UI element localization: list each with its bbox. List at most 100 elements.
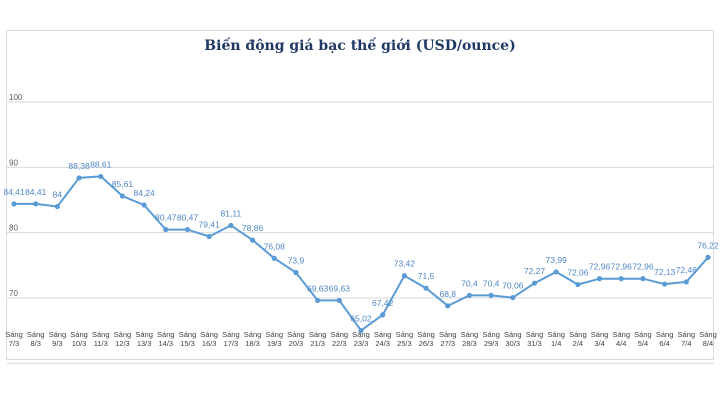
x-tick-label: Sáng [157,330,175,339]
data-label: 67,42 [372,298,394,308]
data-point [705,254,711,260]
x-tick-label: Sáng [699,330,717,339]
x-tick-label: 20/3 [289,339,304,348]
x-tick-label: Sáng [612,330,630,339]
data-label: 68,8 [439,289,456,299]
data-label: 72,46 [676,265,698,275]
y-tick-label: 70 [9,289,18,298]
data-point [271,255,277,261]
data-label: 72,27 [524,266,546,276]
x-tick-label: Sáng [656,330,674,339]
data-label: 84,41 [3,187,25,197]
x-tick-label: Sáng [374,330,392,339]
data-label: 84 [53,190,63,200]
x-tick-label: Sáng [526,330,544,339]
x-tick-label: 25/3 [397,339,412,348]
data-point [531,280,538,286]
x-tick-label: Sáng [352,330,370,339]
data-label: 85,61 [112,179,134,189]
data-point [380,312,386,318]
x-tick-label: Sáng [634,330,652,339]
data-label: 80,47 [177,213,199,223]
x-tick-label: 10/3 [72,339,87,348]
x-tick-label: 23/3 [354,339,369,348]
data-point [163,226,169,233]
data-point [119,193,126,199]
data-label: 80,47 [155,213,177,223]
x-tick-label: 31/3 [527,339,542,348]
data-point [445,303,451,309]
data-label: 72,06 [567,268,589,278]
data-point [98,173,104,180]
x-tick-label: 15/3 [180,339,195,348]
x-tick-label: 8/3 [30,339,40,348]
data-label: 70,4 [461,278,478,288]
x-tick-label: Sáng [49,330,67,339]
x-tick-label: 16/3 [202,339,217,348]
data-point [54,203,60,210]
x-tick-label: 3/4 [594,339,604,348]
data-point [336,297,342,304]
data-label: 73,99 [546,255,568,265]
data-label: 65,02 [350,314,372,324]
x-tick-label: Sáng [70,330,88,339]
data-point [293,269,299,276]
data-label: 72,96 [589,262,611,272]
x-tick-label: Sáng [396,330,414,339]
x-tick-label: Sáng [287,330,305,339]
data-point [553,269,559,275]
x-tick-label: 7/3 [9,339,19,348]
x-tick-label: 30/3 [506,339,521,348]
data-label: 73,9 [288,256,305,266]
x-tick-label: Sáng [244,330,262,339]
data-label: 81,11 [221,208,242,218]
x-tick-label: Sáng [547,330,565,339]
data-point [596,276,603,282]
data-point [33,201,39,207]
x-tick-label: Sáng [92,330,110,339]
data-point [510,295,516,301]
x-tick-label: Sáng [331,330,349,339]
data-point [76,175,82,181]
data-label: 84,24 [133,188,155,198]
data-label: 84,41 [25,187,47,197]
x-tick-label: 29/3 [484,339,499,348]
data-label: 71,5 [418,271,435,281]
chart-title: Biến động giá bạc thế giới (USD/ounce) [204,38,516,54]
x-tick-label: Sáng [439,330,457,339]
x-tick-label: 13/3 [137,339,152,348]
data-label: 72,96 [611,262,633,272]
x-tick-label: 5/4 [638,339,648,348]
x-tick-label: Sáng [179,330,197,339]
data-point [315,297,321,304]
x-tick-label: 17/3 [224,339,239,348]
x-tick-label: Sáng [27,330,45,339]
data-point [488,292,494,298]
x-tick-label: Sáng [309,330,327,339]
data-point [640,276,646,282]
data-point [683,279,689,285]
x-tick-label: Sáng [504,330,522,339]
data-point [618,276,624,282]
x-tick-label: Sáng [482,330,500,339]
x-tick-label: 19/3 [267,339,282,348]
x-tick-label: Sáng [222,330,240,339]
data-point [358,327,364,334]
data-label: 79,41 [199,220,221,230]
x-tick-label: Sáng [265,330,283,339]
data-point [401,273,407,279]
x-tick-label: Sáng [135,330,153,339]
data-label: 88,61 [90,159,112,169]
x-tick-label: 22/3 [332,339,347,348]
data-label: 72,96 [632,262,654,272]
data-label: 69,63 [329,283,351,293]
data-label: 88,38 [68,161,90,171]
x-tick-label: Sáng [5,330,23,339]
data-point [249,237,256,243]
x-tick-label: Sáng [678,330,696,339]
data-point [466,292,473,298]
data-label: 72,13 [654,267,676,277]
x-tick-label: 6/4 [659,339,669,348]
x-tick-label: Sáng [114,330,132,339]
